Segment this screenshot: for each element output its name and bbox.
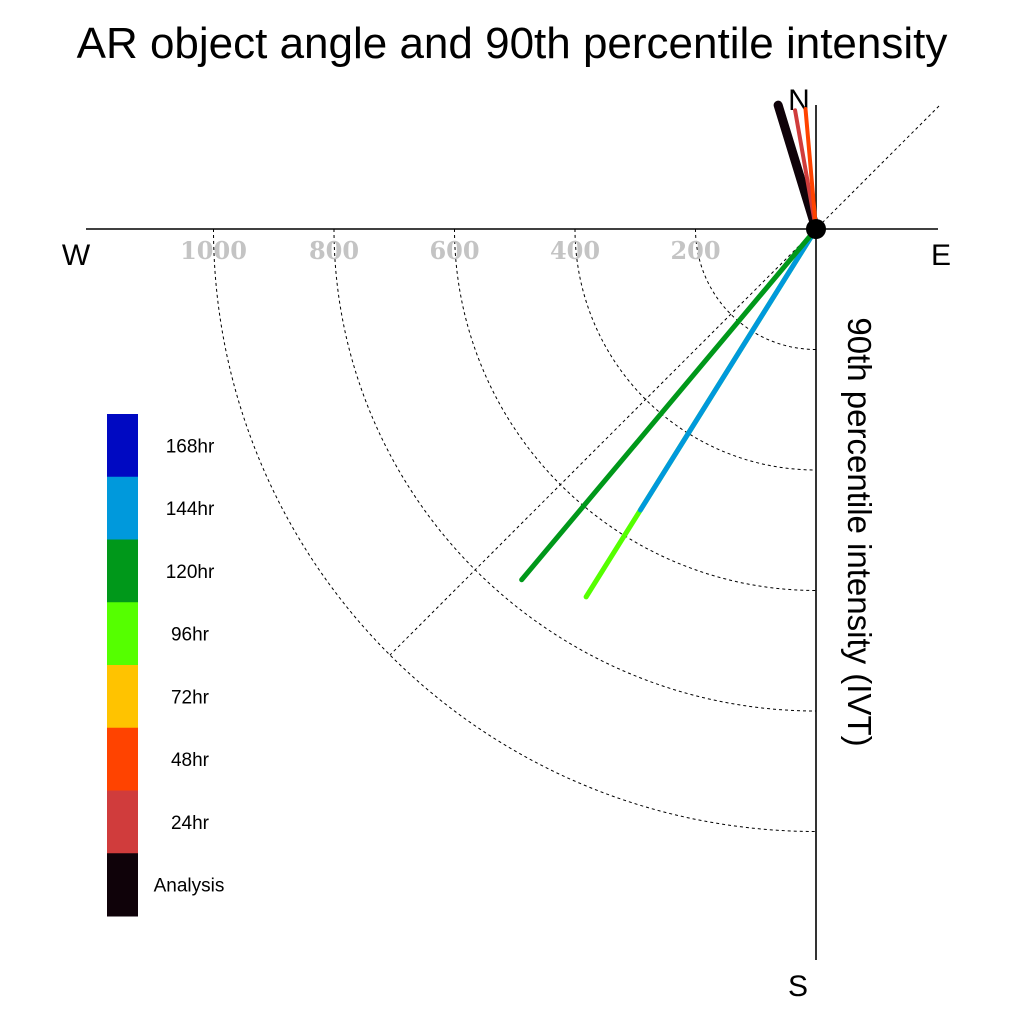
chart-title: AR object angle and 90th percentile inte… <box>77 19 948 68</box>
legend-swatch <box>107 790 138 854</box>
legend-swatch <box>107 476 138 540</box>
legend-swatch <box>107 414 138 478</box>
legend-label: 96hr <box>171 625 210 646</box>
legend-label: 48hr <box>171 750 210 771</box>
axes <box>86 105 938 960</box>
radial-tick-labels: 200 400 600 800 1000 <box>180 236 720 265</box>
origin-dot <box>806 219 826 239</box>
radial-tick-label: 800 <box>309 236 359 265</box>
grid-arc <box>574 228 817 471</box>
radial-tick-label: 600 <box>429 236 479 265</box>
legend-swatch <box>107 665 138 729</box>
legend-swatch <box>107 602 138 666</box>
vector-analysis <box>773 100 821 234</box>
legend-swatch <box>107 539 138 603</box>
compass-west: W <box>62 239 91 272</box>
radial-tick-label: 1000 <box>180 236 247 265</box>
vector-120hr <box>519 226 819 583</box>
compass-east: E <box>931 239 951 272</box>
legend-label: 72hr <box>171 687 210 708</box>
legend-swatch <box>107 727 138 791</box>
grid-arc <box>213 228 817 832</box>
grid-arc <box>695 228 817 350</box>
legend-label: Analysis <box>154 876 225 897</box>
radial-tick-label: 200 <box>670 236 720 265</box>
compass-south: S <box>788 970 808 1003</box>
legend-label: 168hr <box>166 436 215 457</box>
legend: 168hr 144hr 120hr 96hr 72hr 48hr 24hr Analysis <box>107 414 224 917</box>
grid <box>213 105 940 832</box>
legend-label: 24hr <box>171 813 210 834</box>
legend-label: 120hr <box>166 562 215 583</box>
radial-tick-label: 400 <box>550 236 600 265</box>
legend-swatch <box>107 853 138 917</box>
vectors <box>519 100 821 600</box>
vector-48hr <box>803 106 818 231</box>
vector-144hr <box>637 226 819 513</box>
legend-label: 144hr <box>166 499 215 520</box>
axis-title: 90th percentile intensity (IVT) <box>841 317 878 746</box>
